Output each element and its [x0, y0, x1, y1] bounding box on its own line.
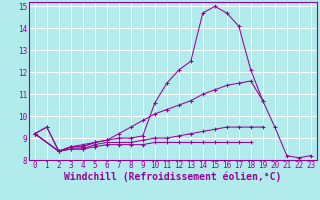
X-axis label: Windchill (Refroidissement éolien,°C): Windchill (Refroidissement éolien,°C) — [64, 172, 282, 182]
